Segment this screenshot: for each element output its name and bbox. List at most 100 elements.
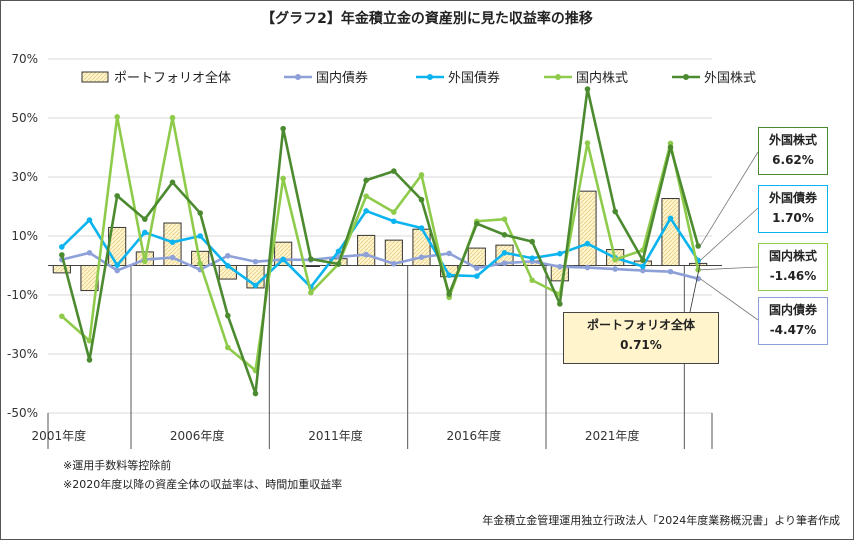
series-point-3 [584, 86, 591, 92]
series-point-1 [363, 208, 369, 214]
series-point-1 [335, 248, 342, 255]
series-point-2 [86, 337, 93, 344]
series-point-1 [252, 282, 259, 289]
series-point-2 [142, 258, 148, 265]
series-point-3 [640, 257, 646, 263]
callout-leader-line [700, 266, 759, 271]
series-point-0 [418, 254, 425, 261]
series-point-0 [474, 265, 480, 271]
y-tick-label: -50% [7, 406, 38, 420]
series-point-0 [225, 252, 231, 259]
series-point-1 [142, 229, 148, 236]
series-point-0 [169, 254, 176, 261]
series-point-3 [197, 210, 203, 216]
legend-marker-dot [683, 74, 689, 80]
series-point-0 [584, 264, 591, 271]
series-point-3 [252, 390, 259, 397]
y-tick-label: -10% [7, 288, 38, 302]
series-point-1 [474, 273, 480, 279]
series-point-3 [557, 301, 563, 307]
legend-label: 国内債券 [316, 70, 368, 86]
series-point-1 [225, 262, 231, 269]
callout-label: 国内株式 [768, 249, 817, 263]
y-tick-label: 70% [11, 52, 38, 66]
series-point-0 [640, 267, 646, 274]
x-tick-label: 2011年度 [308, 428, 363, 443]
callout-label: 国内債券 [768, 303, 817, 317]
legend-label: 国内株式 [576, 70, 628, 86]
bar-portfolio [578, 190, 597, 266]
callout-leader-line [699, 207, 759, 261]
callout-leader-line [689, 263, 701, 313]
callout-value: -1.46% [769, 269, 817, 283]
callout-foreign-stocks: 外国株式 6.62% [758, 127, 828, 175]
series-point-3 [59, 252, 65, 258]
series-point-1 [391, 218, 397, 225]
series-point-2 [391, 209, 397, 215]
callout-value: 6.62% [772, 153, 814, 167]
series-point-1 [667, 215, 674, 222]
series-line-2 [60, 115, 700, 372]
note-time-weighted: ※2020年度以降の資産全体の収益率は、時間加重収益率 [63, 478, 343, 491]
series-point-3 [280, 125, 286, 132]
callout-value: 1.70% [772, 211, 814, 225]
series-point-0 [557, 263, 563, 270]
callout-label: 外国株式 [768, 133, 817, 147]
series-point-0 [612, 266, 618, 272]
bar-portfolio [52, 265, 71, 274]
series-point-0 [114, 267, 120, 274]
callout-leader-line [699, 278, 759, 321]
series-point-2 [612, 256, 618, 263]
bar-portfolio [467, 247, 486, 267]
series-point-3 [86, 357, 93, 363]
series-point-1 [584, 240, 591, 247]
series-point-3 [529, 238, 535, 245]
callout-label: ポートフォリオ全体 [586, 318, 695, 332]
series-point-2 [584, 140, 591, 146]
legend-marker [81, 71, 109, 83]
series-point-2 [225, 344, 231, 351]
series-point-2 [59, 313, 65, 320]
series-point-2 [280, 175, 286, 182]
callout-domestic-stocks: 国内株式 -1.46% [758, 243, 828, 291]
series-point-1 [418, 225, 425, 231]
series-point-2 [529, 277, 535, 284]
series-point-2 [667, 140, 674, 147]
callout-foreign-bonds: 外国債券 1.70% [758, 185, 828, 233]
legend-marker-dot [427, 74, 433, 80]
callout-domestic-bonds: 国内債券 -4.47% [758, 297, 828, 345]
y-tick-label: 10% [11, 229, 38, 243]
x-tick-label: 2006年度 [170, 428, 225, 443]
y-tick-label: 50% [11, 111, 38, 125]
source-text: 年金積立金管理運用独立行政法人「2024年度業務概況書」より筆者作成 [482, 514, 840, 527]
series-point-0 [391, 260, 397, 267]
legend-marker-dot [555, 74, 561, 80]
bar-portfolio [412, 228, 431, 266]
series-point-0 [667, 268, 674, 275]
series-point-3 [446, 291, 452, 297]
series-point-1 [59, 244, 65, 250]
y-tick-label: 30% [11, 170, 38, 184]
series-point-1 [86, 217, 93, 223]
series-line-3 [60, 87, 700, 395]
series-point-3 [335, 261, 342, 267]
series-point-3 [667, 144, 674, 151]
series-point-2 [197, 260, 203, 267]
callout-leader-line [699, 151, 759, 247]
series-point-3 [418, 196, 425, 203]
series-point-0 [86, 250, 93, 256]
bar-portfolio [357, 234, 376, 267]
x-tick-label: 2016年度 [447, 428, 502, 443]
callout-label: 外国債券 [768, 191, 817, 205]
series-point-2 [114, 114, 120, 120]
series-point-1 [446, 272, 452, 279]
series-point-2 [418, 172, 425, 178]
series-point-3 [308, 256, 314, 262]
series-point-1 [114, 262, 120, 269]
series-point-1 [501, 250, 508, 256]
series-point-3 [501, 232, 508, 238]
series-point-0 [363, 251, 369, 258]
series-point-1 [280, 256, 286, 263]
callout-value: 0.71% [620, 338, 662, 352]
series-point-0 [501, 260, 508, 266]
